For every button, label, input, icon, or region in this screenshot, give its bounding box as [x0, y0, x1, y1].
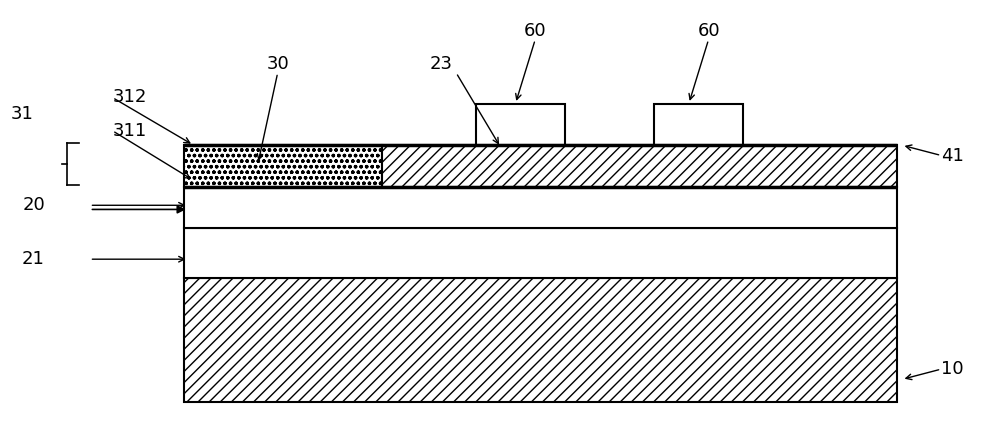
Bar	[382, 145, 897, 187]
Bar	[654, 104, 743, 145]
Text: 30: 30	[266, 55, 289, 73]
Text: 23: 23	[430, 55, 453, 73]
Bar	[476, 104, 565, 145]
Text: 60: 60	[697, 22, 720, 40]
Text: 31: 31	[10, 105, 33, 123]
Bar	[184, 228, 897, 278]
Text: 20: 20	[22, 196, 45, 214]
Text: 10: 10	[941, 360, 964, 378]
Bar	[184, 278, 897, 402]
Bar	[184, 145, 382, 187]
Text: 41: 41	[941, 146, 964, 165]
Text: 311: 311	[112, 122, 147, 140]
Text: 60: 60	[524, 22, 547, 40]
Bar	[184, 187, 897, 228]
Text: 312: 312	[112, 88, 147, 107]
Text: 21: 21	[22, 250, 45, 268]
